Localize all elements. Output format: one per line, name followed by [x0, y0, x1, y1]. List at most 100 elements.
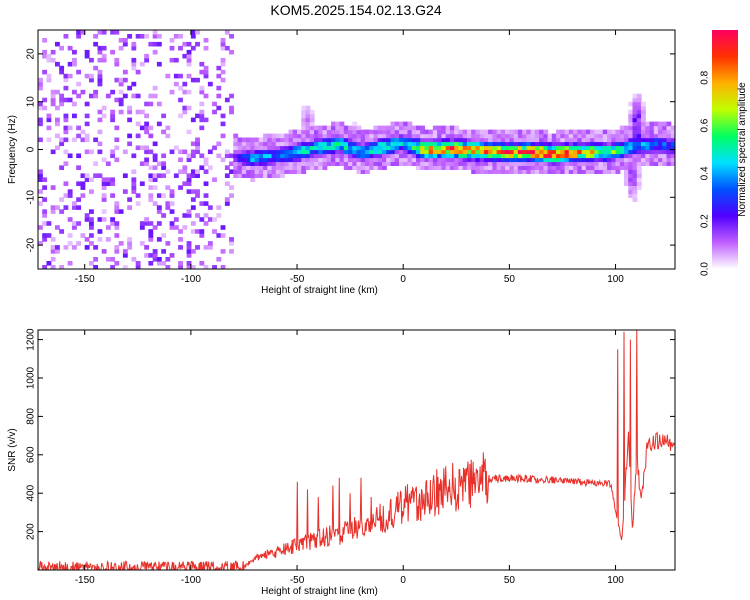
spectrogram-cell [80, 185, 86, 190]
spectrogram-cell [670, 133, 675, 139]
spectrogram-cell [445, 137, 451, 143]
spectrogram-cell [165, 257, 171, 262]
spectrogram-cell [636, 173, 642, 178]
spectrogram-cell [636, 105, 642, 111]
spectrogram-cell [275, 137, 281, 143]
spectrogram-cell [246, 145, 251, 151]
spectrogram-cell [403, 153, 409, 159]
spectrogram-cell [581, 137, 587, 143]
spectrogram-cell [152, 85, 158, 91]
spectrogram-cell [598, 169, 604, 174]
spectrogram-cell [624, 133, 629, 139]
spectrogram-cell [602, 153, 608, 159]
spectrogram-cell [492, 133, 498, 139]
spectrogram-cell [263, 133, 268, 139]
spectrogram-cell [144, 113, 150, 119]
spectrogram-cell [590, 153, 595, 159]
spectrogram-cell [475, 133, 481, 139]
spectrogram-cell [479, 133, 485, 139]
spectrogram-cell [84, 113, 90, 119]
spectrogram-cell [144, 253, 150, 258]
spectrogram-cell [658, 157, 663, 163]
spectrogram-cell [607, 129, 612, 135]
spectrogram-cell [220, 41, 226, 47]
spectrogram-cell [471, 153, 477, 159]
spectrogram-cell [543, 129, 549, 135]
spectrogram-cell [505, 133, 510, 139]
spectrogram-cell [139, 61, 145, 67]
figure-title: KOM5.2025.154.02.13.G24 [270, 2, 441, 18]
spectrogram-cell [97, 141, 103, 147]
spectrogram-cell [488, 133, 493, 139]
spectrogram-cell [382, 165, 387, 170]
spectrogram-cell [641, 121, 646, 127]
spectrogram-cell [233, 157, 239, 163]
spectrogram-cell [135, 265, 141, 269]
spectrogram-cell [585, 133, 591, 139]
spectrogram-cell [148, 193, 154, 198]
spectrogram-cell [101, 209, 107, 214]
spectrogram-cell [152, 141, 158, 147]
spectrogram-cell [458, 137, 464, 143]
spectrogram-cell [331, 149, 336, 155]
spectrogram-cell [156, 221, 162, 226]
spectrogram-cell [348, 129, 353, 135]
spectrogram-cell [84, 177, 90, 182]
spectrogram-cell [246, 161, 251, 166]
spectrogram-cell [411, 125, 417, 131]
spectrogram-cell [607, 137, 612, 143]
spectrogram-cell [190, 229, 196, 234]
spectrogram-cell [441, 137, 447, 143]
spectrogram-cell [407, 125, 413, 131]
spectrogram-cell [568, 129, 574, 135]
spectrogram-cell [416, 145, 421, 151]
spectrogram-cell [156, 41, 162, 47]
spectrogram-cell [110, 181, 116, 186]
spectrogram-cell [539, 137, 544, 143]
spectrogram-cell [407, 137, 413, 143]
spectrogram-cell [437, 161, 443, 166]
spectrogram-cell [318, 125, 324, 131]
spectrogram-cell [199, 89, 205, 95]
spectrogram-cell [59, 197, 65, 202]
spectrogram-cell [55, 249, 60, 254]
spectrogram-cell [305, 149, 311, 155]
spectrogram-cell [80, 233, 86, 238]
spectrogram-cell [483, 137, 489, 143]
spectrogram-cell [207, 245, 213, 250]
spectrogram-cell [275, 145, 281, 151]
spectrogram-cell [348, 153, 353, 159]
spectrogram-cell [237, 145, 243, 151]
spectrogram-cell [122, 77, 128, 83]
spectrogram-cell [628, 121, 634, 127]
spectrogram-cell [454, 145, 460, 151]
spectrogram-cell [564, 157, 570, 163]
spectrogram-cell [297, 165, 302, 170]
spectrogram-cell [250, 177, 256, 182]
spectrogram-cell [594, 133, 600, 139]
spectrogram-cell [543, 169, 549, 174]
spectrogram-cell [190, 153, 196, 159]
spectrogram-cell [89, 93, 94, 99]
spectrogram-cell [624, 165, 629, 170]
spectrogram-cell [594, 157, 600, 163]
spectrogram-cell [607, 153, 612, 159]
spectrogram-cell [517, 153, 523, 159]
spectrogram-cell [161, 261, 167, 266]
colorbar-tick-label: 0.2 [700, 214, 711, 228]
spectrogram-cell [301, 165, 307, 170]
spectrogram-cell [190, 149, 196, 155]
spectrogram-cell [522, 137, 527, 143]
spectrogram-cell [131, 93, 137, 99]
spectrogram-cell [318, 141, 324, 147]
spectrogram-cell [76, 221, 82, 226]
spectrogram-cell [122, 253, 128, 258]
spectrogram-cell [59, 69, 65, 75]
spectrogram-cell [241, 169, 247, 174]
spectrogram-cell [152, 253, 158, 258]
spectrogram-cell [152, 41, 158, 47]
spectrogram-cell [658, 153, 663, 159]
spectrogram-cell [97, 45, 103, 51]
